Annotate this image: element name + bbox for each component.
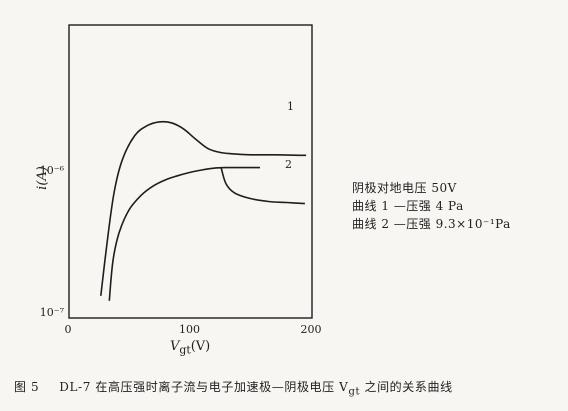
x-axis-label: Vgt(V) <box>170 339 210 357</box>
figure-caption: 图 5 DL-7 在高压强时离子流与电子加速极—阴极电压 Vgt 之间的关系曲线 <box>14 378 453 397</box>
curve-2 <box>108 166 260 301</box>
note-cathode-voltage: 阴极对地电压 50V <box>352 181 457 195</box>
y-tick-label: 10⁻⁷ <box>40 306 65 319</box>
x-axis-var: V <box>170 339 180 354</box>
x-axis-unit: (V) <box>190 339 211 354</box>
y-axis-label: i(A) <box>35 166 50 190</box>
curve-2-branch <box>220 167 305 205</box>
figure-number: 图 5 <box>14 380 40 394</box>
caption-text-end: 之间的关系曲线 <box>360 380 453 394</box>
caption-text: DL-7 在高压强时离子流与电子加速极—阴极电压 V <box>59 380 349 394</box>
curve-1 <box>100 120 307 296</box>
curve-1-label: 1 <box>287 100 294 113</box>
x-axis-sub: gt <box>179 343 191 357</box>
x-tick-label: 100 <box>179 323 200 336</box>
y-tick-label: 10⁻⁶ <box>40 164 65 177</box>
caption-var-sub: gt <box>348 386 361 398</box>
curve-2-label: 2 <box>285 158 292 171</box>
note-curve-2: 曲线 2 —压强 9.3×10⁻¹Pa <box>352 217 511 231</box>
note-curve-1: 曲线 1 —压强 4 Pa <box>352 199 464 213</box>
x-tick-label: 200 <box>301 323 322 336</box>
plot-frame <box>68 24 313 319</box>
x-tick-label: 0 <box>65 323 72 336</box>
